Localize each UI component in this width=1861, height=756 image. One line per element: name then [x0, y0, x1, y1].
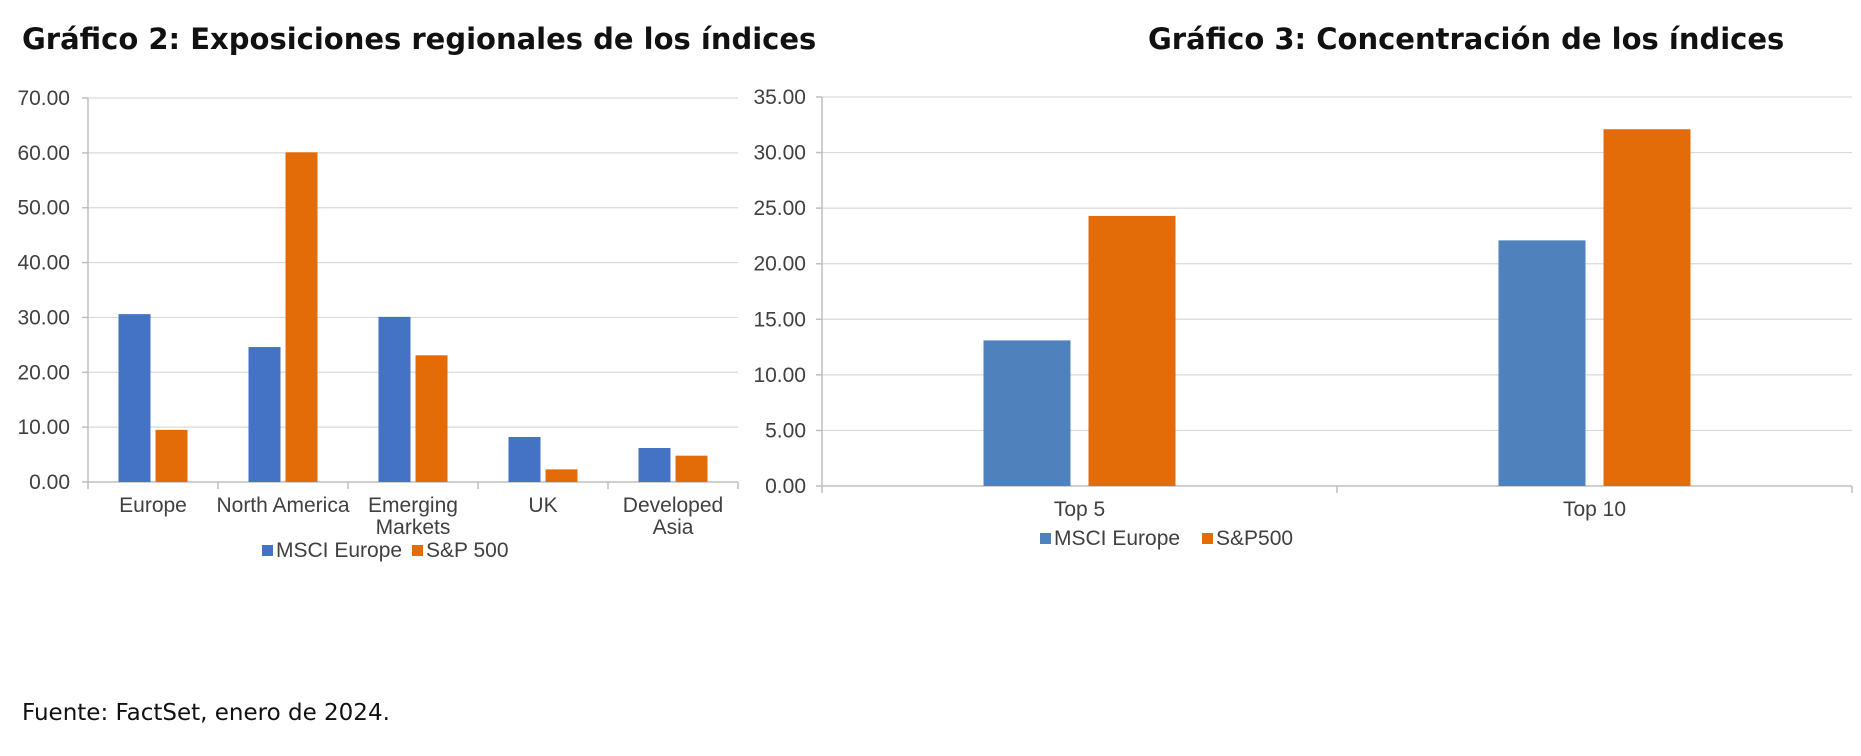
- x-category-label: Top 10: [1563, 498, 1626, 521]
- bar-s-p-500-emerging-markets: [415, 355, 448, 482]
- legend-swatch-s-p500: [1202, 533, 1213, 544]
- bar-msci-europe-uk: [508, 437, 541, 482]
- chart-2-group: 0.00 5.00 10.00 15.00 20.00 25.00 30.00 35.00 To…: [753, 86, 1853, 550]
- y-tick-label: 0.00: [765, 475, 806, 498]
- legend-label-msci-europe: MSCI Europe: [1054, 527, 1180, 550]
- bar-s-p-500-north-america: [285, 152, 318, 482]
- y-tick-label: 10.00: [753, 364, 806, 387]
- bar-msci-europe-europe: [118, 314, 151, 482]
- y-tick-label: 60.00: [17, 142, 70, 165]
- chart-title-concentration: Gráfico 3: Concentración de los índices: [1148, 22, 1785, 56]
- bar-s-p-500-developed-asia: [675, 455, 708, 482]
- bar-msci-europe-top-10: [1498, 240, 1586, 486]
- y-tick-label: 0.00: [29, 471, 70, 494]
- x-category-label: North America: [216, 494, 349, 517]
- bar-msci-europe-north-america: [248, 347, 281, 482]
- x-category-label: Markets: [376, 516, 451, 539]
- legend-swatch-msci-europe: [262, 545, 273, 556]
- chart-1-group: 0.00 10.00 20.00 30.00 40.00 50.00 60.00 70.00 E…: [17, 87, 739, 562]
- bar-s-p-500-uk: [545, 469, 578, 482]
- y-tick-label: 40.00: [17, 252, 70, 275]
- y-tick-label: 30.00: [17, 306, 70, 329]
- x-category-label: Top 5: [1054, 498, 1105, 521]
- legend-label-s-p500: S&P500: [1216, 527, 1293, 550]
- y-tick-label: 10.00: [17, 416, 70, 439]
- y-tick-label: 20.00: [753, 253, 806, 276]
- y-tick-label: 35.00: [753, 86, 806, 109]
- legend-label-msci-europe: MSCI Europe: [276, 539, 402, 562]
- y-tick-label: 30.00: [753, 142, 806, 165]
- y-tick-label: 25.00: [753, 197, 806, 220]
- y-tick-label: 20.00: [17, 361, 70, 384]
- x-category-label: Asia: [653, 516, 694, 539]
- bar-s-p500-top-5: [1088, 215, 1176, 486]
- x-category-label: Emerging: [368, 494, 458, 517]
- bar-s-p500-top-10: [1603, 129, 1691, 486]
- x-category-label: UK: [528, 494, 557, 517]
- y-tick-label: 70.00: [17, 87, 70, 110]
- bar-msci-europe-developed-asia: [638, 447, 671, 482]
- x-category-label: Developed: [623, 494, 723, 517]
- legend-swatch-s-p-500: [412, 545, 423, 556]
- y-tick-label: 15.00: [753, 308, 806, 331]
- y-tick-label: 5.00: [765, 419, 806, 442]
- y-tick-label: 50.00: [17, 197, 70, 220]
- legend-label-s-p-500: S&P 500: [426, 539, 509, 562]
- legend-swatch-msci-europe: [1040, 533, 1051, 544]
- chart-title-regional-exposure: Gráfico 2: Exposiciones regionales de lo…: [22, 22, 817, 56]
- bar-msci-europe-emerging-markets: [378, 316, 411, 482]
- bar-s-p-500-europe: [155, 429, 188, 482]
- bar-msci-europe-top-5: [983, 340, 1071, 486]
- x-category-label: Europe: [119, 494, 187, 517]
- source-note: Fuente: FactSet, enero de 2024.: [22, 700, 390, 726]
